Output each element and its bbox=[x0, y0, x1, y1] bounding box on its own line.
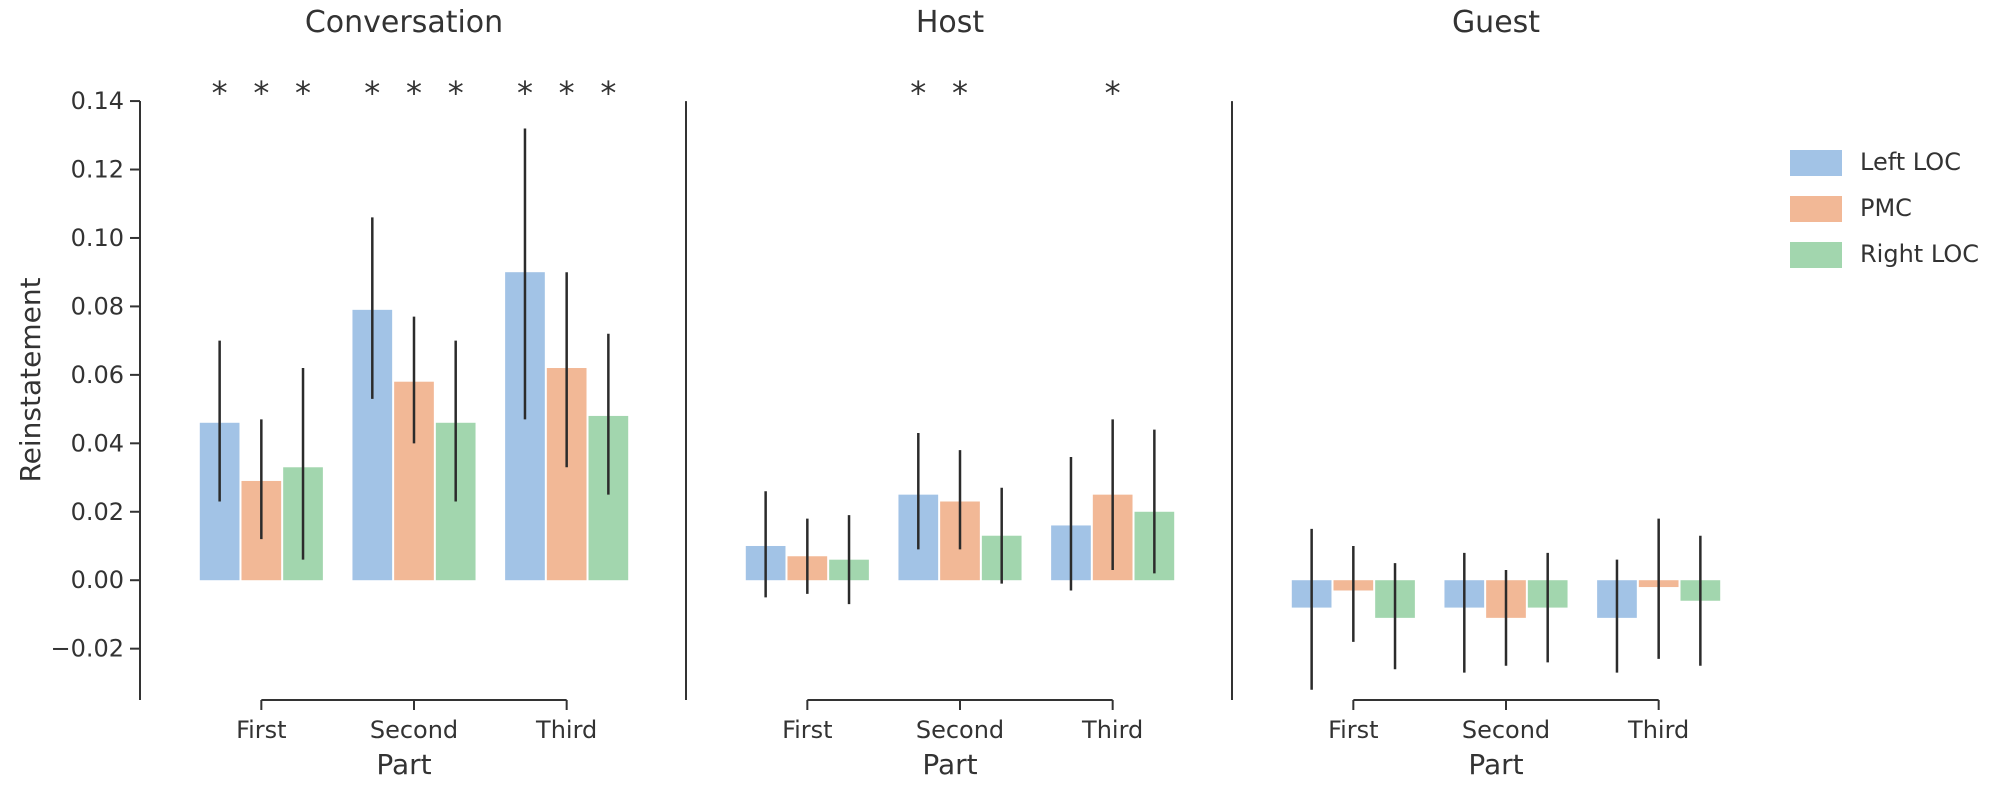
y-tick-label: 0.02 bbox=[71, 498, 124, 526]
panel-title: Host bbox=[916, 5, 985, 40]
legend-swatch bbox=[1790, 196, 1842, 222]
x-tick-label: Third bbox=[535, 716, 597, 744]
legend-swatch bbox=[1790, 150, 1842, 176]
significance-star: * bbox=[295, 74, 311, 112]
x-axis-label: Part bbox=[376, 748, 431, 781]
y-tick-label: −0.02 bbox=[50, 635, 124, 663]
panel-title: Conversation bbox=[305, 5, 503, 40]
significance-star: * bbox=[952, 74, 968, 112]
x-tick-label: First bbox=[782, 716, 833, 744]
significance-star: * bbox=[406, 74, 422, 112]
significance-star: * bbox=[910, 74, 926, 112]
significance-star: * bbox=[517, 74, 533, 112]
significance-star: * bbox=[1105, 74, 1121, 112]
x-tick-label: Second bbox=[1462, 716, 1550, 744]
reinstatement-bar-chart: −0.02 0.00 0.02 0.04 0.06 0.08 0.10 0.12 0.14 Rei… bbox=[0, 0, 2003, 792]
legend-swatch bbox=[1790, 242, 1842, 268]
y-tick-label: 0.00 bbox=[71, 566, 124, 594]
x-axis-label: Part bbox=[922, 748, 977, 781]
y-tick-label: 0.12 bbox=[71, 156, 124, 184]
significance-star: * bbox=[448, 74, 464, 112]
x-tick-label: Third bbox=[1081, 716, 1143, 744]
x-tick-label: First bbox=[1328, 716, 1379, 744]
y-tick-label: 0.10 bbox=[71, 224, 124, 252]
panel-title: Guest bbox=[1452, 5, 1540, 40]
y-tick-label: 0.06 bbox=[71, 361, 124, 389]
x-tick-label: First bbox=[236, 716, 287, 744]
y-axis-label: Reinstatement bbox=[14, 277, 47, 482]
y-tick-label: 0.14 bbox=[71, 87, 124, 115]
x-tick-label: Second bbox=[370, 716, 458, 744]
x-axis-label: Part bbox=[1468, 748, 1523, 781]
y-tick-label: 0.08 bbox=[71, 292, 124, 320]
y-tick-label: 0.04 bbox=[71, 429, 124, 457]
legend-label: Left LOC bbox=[1860, 148, 1961, 176]
significance-star: * bbox=[253, 74, 269, 112]
significance-star: * bbox=[212, 74, 228, 112]
x-tick-label: Third bbox=[1627, 716, 1689, 744]
legend-label: Right LOC bbox=[1860, 240, 1979, 268]
x-tick-label: Second bbox=[916, 716, 1004, 744]
significance-star: * bbox=[600, 74, 616, 112]
significance-star: * bbox=[364, 74, 380, 112]
legend-label: PMC bbox=[1860, 194, 1912, 222]
significance-star: * bbox=[559, 74, 575, 112]
